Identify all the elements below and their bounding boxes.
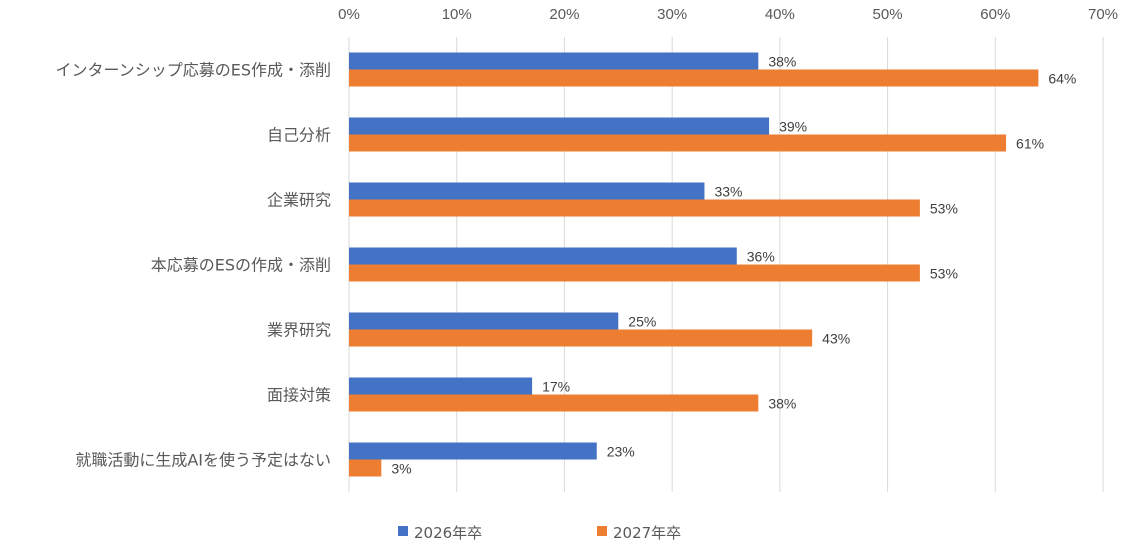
- data-label: 33%: [714, 184, 742, 200]
- x-axis-ticks: 0% 10% 20% 30% 40% 50% 60% 70%: [338, 6, 1118, 23]
- bar-2027: [349, 69, 1039, 87]
- bar-2027: [349, 459, 382, 477]
- x-tick-label: 20%: [549, 6, 579, 23]
- bar-2026: [349, 117, 770, 135]
- bar-2026: [349, 52, 759, 70]
- category-label: 企業研究: [267, 191, 331, 210]
- legend: 2026年卒 2027年卒: [398, 524, 681, 542]
- data-label: 61%: [1016, 136, 1044, 152]
- bar-2027: [349, 199, 920, 217]
- x-tick-label: 60%: [980, 6, 1010, 23]
- x-tick-label: 0%: [338, 6, 360, 23]
- data-label: 53%: [930, 266, 958, 282]
- legend-swatch-2026: [398, 526, 408, 536]
- bar-2026: [349, 312, 619, 330]
- category-labels: インターンシップ応募のES作成・添削自己分析企業研究本応募のESの作成・添削業界…: [56, 61, 331, 470]
- data-label: 39%: [779, 119, 807, 135]
- x-tick-label: 10%: [442, 6, 472, 23]
- category-label: 自己分析: [267, 126, 331, 145]
- data-label: 38%: [768, 396, 796, 412]
- data-labels: 38% 64% 39% 61% 33% 53% 36% 53% 25% 43% 17% 38% 23% 3…: [391, 54, 1076, 477]
- data-label: 38%: [768, 54, 796, 70]
- bar-2026: [349, 247, 737, 265]
- category-label: 就職活動に生成AIを使う予定はない: [75, 451, 331, 470]
- data-label: 64%: [1048, 71, 1076, 87]
- x-tick-label: 30%: [657, 6, 687, 23]
- data-label: 17%: [542, 379, 570, 395]
- x-tick-label: 40%: [765, 6, 795, 23]
- bar-2027: [349, 329, 813, 347]
- category-label: インターンシップ応募のES作成・添削: [56, 61, 331, 80]
- legend-swatch-2027: [597, 526, 607, 536]
- data-label: 23%: [607, 444, 635, 460]
- data-label: 25%: [628, 314, 656, 330]
- legend-label-2026: 2026年卒: [414, 524, 482, 542]
- x-tick-label: 70%: [1088, 6, 1118, 23]
- data-label: 53%: [930, 201, 958, 217]
- bars: [349, 52, 1039, 477]
- data-label: 43%: [822, 331, 850, 347]
- category-label: 業界研究: [267, 321, 331, 340]
- bar-2027: [349, 264, 920, 282]
- data-label: 3%: [391, 461, 411, 477]
- bar-2026: [349, 182, 705, 200]
- data-label: 36%: [747, 249, 775, 265]
- bar-2026: [349, 377, 533, 395]
- x-tick-label: 50%: [873, 6, 903, 23]
- bar-2027: [349, 394, 759, 412]
- legend-label-2027: 2027年卒: [613, 524, 681, 542]
- category-label: 本応募のESの作成・添削: [151, 256, 331, 275]
- bar-2027: [349, 134, 1007, 152]
- category-label: 面接対策: [267, 386, 331, 405]
- bar-2026: [349, 442, 597, 460]
